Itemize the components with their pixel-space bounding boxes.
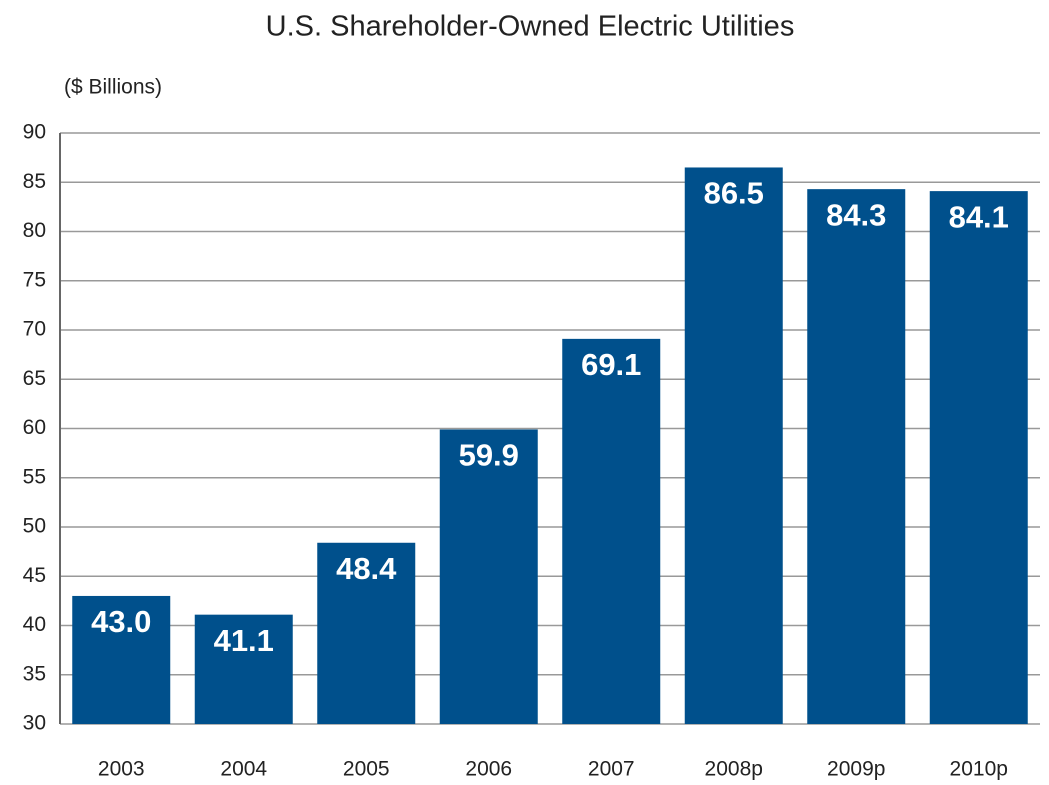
y-tick-label: 85 bbox=[23, 170, 46, 193]
value-label: 84.1 bbox=[949, 199, 1009, 234]
y-tick-label: 30 bbox=[23, 712, 46, 735]
bar bbox=[439, 429, 538, 724]
y-tick-label: 75 bbox=[23, 268, 46, 291]
y-tick-label: 35 bbox=[23, 662, 46, 685]
y-tick-label: 90 bbox=[23, 121, 46, 144]
x-tick-label: 2010p bbox=[950, 758, 1008, 781]
bar bbox=[317, 542, 416, 724]
bar bbox=[684, 167, 783, 725]
bar bbox=[929, 191, 1028, 725]
y-tick-label: 60 bbox=[23, 416, 46, 439]
value-label: 69.1 bbox=[581, 347, 641, 382]
x-tick-label: 2005 bbox=[343, 758, 390, 781]
x-tick-label: 2009p bbox=[827, 758, 885, 781]
x-tick-label: 2003 bbox=[98, 758, 145, 781]
x-tick-label: 2007 bbox=[588, 758, 635, 781]
value-label: 59.9 bbox=[459, 438, 519, 473]
bar bbox=[562, 338, 661, 724]
y-tick-label: 55 bbox=[23, 465, 46, 488]
chart-title: U.S. Shareholder-Owned Electric Utilitie… bbox=[266, 11, 795, 43]
y-tick-label: 50 bbox=[23, 515, 46, 538]
value-label: 48.4 bbox=[336, 551, 397, 586]
bar bbox=[72, 595, 171, 724]
x-tick-label: 2006 bbox=[465, 758, 512, 781]
x-tick-label: 2004 bbox=[220, 758, 267, 781]
value-label: 86.5 bbox=[704, 176, 764, 211]
value-label: 43.0 bbox=[91, 604, 151, 639]
y-tick-label: 65 bbox=[23, 367, 46, 390]
value-label: 84.3 bbox=[826, 197, 886, 232]
y-axis-label: ($ Billions) bbox=[64, 76, 162, 99]
y-tick-label: 80 bbox=[23, 219, 46, 242]
bar bbox=[807, 189, 906, 724]
value-label: 41.1 bbox=[214, 623, 274, 658]
y-tick-label: 70 bbox=[23, 318, 46, 341]
x-tick-label: 2008p bbox=[705, 758, 763, 781]
y-tick-label: 45 bbox=[23, 564, 46, 587]
y-tick-label: 40 bbox=[23, 613, 46, 636]
bar bbox=[194, 614, 293, 724]
